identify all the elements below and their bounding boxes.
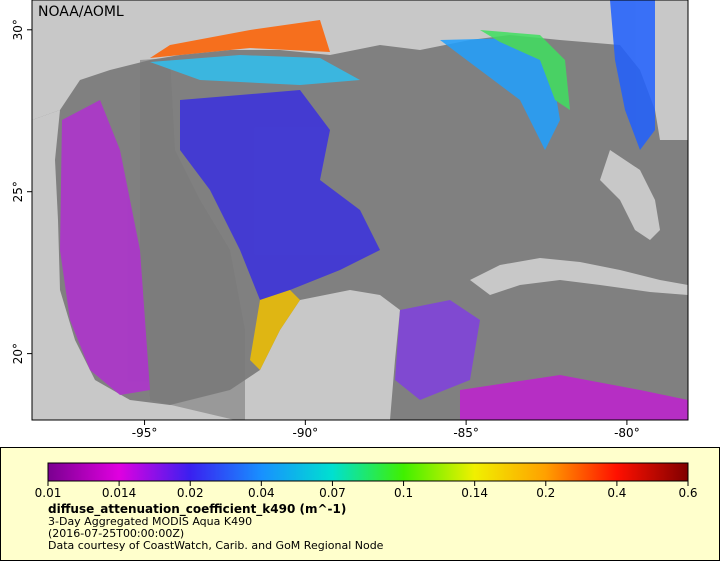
caption-variable: diffuse_attenuation_coefficient_k490 (m^… bbox=[48, 502, 346, 517]
x-tick-label: -85° bbox=[453, 426, 479, 440]
k490-coast-la bbox=[150, 20, 330, 58]
colorbar-tick-label: 0.07 bbox=[319, 486, 346, 500]
k490-atlantic bbox=[610, 0, 655, 150]
k490-shelf bbox=[150, 55, 360, 85]
colorbar-tick-label: 0.01 bbox=[35, 486, 62, 500]
axes: -95° -90° -85° -80° 20° 25° 30° bbox=[11, 19, 640, 440]
colorbar bbox=[47, 462, 689, 482]
colorbar-tick-label: 0.1 bbox=[394, 486, 413, 500]
k490-east bbox=[440, 38, 560, 150]
colorbar-tick-label: 0.04 bbox=[248, 486, 275, 500]
y-tick-label: 20° bbox=[11, 343, 25, 364]
k490-field bbox=[60, 0, 688, 420]
colorbar-tick-label: 0.014 bbox=[102, 486, 136, 500]
caption-product: 3-Day Aggregated MODIS Aqua K490 bbox=[48, 515, 252, 528]
colorbar-tick-label: 0.14 bbox=[461, 486, 488, 500]
colorbar-tick-label: 0.02 bbox=[177, 486, 204, 500]
florida-tip bbox=[600, 150, 660, 240]
colorbar-tick-label: 0.6 bbox=[678, 486, 697, 500]
k490-south bbox=[460, 375, 688, 420]
cuba bbox=[470, 258, 688, 295]
y-tick-label: 25° bbox=[11, 181, 25, 202]
k490-campeche bbox=[250, 290, 300, 370]
caption-credit: Data courtesy of CoastWatch, Carib. and … bbox=[48, 539, 384, 552]
x-tick-label: -95° bbox=[132, 426, 158, 440]
x-tick-label: -80° bbox=[614, 426, 640, 440]
y-tick-label: 30° bbox=[11, 19, 25, 40]
k490-west bbox=[60, 100, 150, 395]
colorbar-tick-label: 0.4 bbox=[607, 486, 626, 500]
colorbar-ticks: 0.01 0.014 0.02 0.04 0.07 0.1 0.14 0.2 0.4 0.6 bbox=[35, 481, 698, 500]
k490-coast-fl bbox=[480, 30, 570, 110]
caption-time: (2016-07-25T00:00:00Z) bbox=[48, 527, 184, 540]
k490-central bbox=[180, 90, 380, 300]
map: NOAA/AOML bbox=[32, 0, 688, 420]
x-tick-label: -90° bbox=[293, 426, 319, 440]
map-frame bbox=[31, 0, 689, 421]
map-credit: NOAA/AOML bbox=[38, 4, 124, 20]
colorbar-tick-label: 0.2 bbox=[536, 486, 555, 500]
k490-caribbean bbox=[395, 300, 480, 400]
swath-gap bbox=[140, 58, 245, 420]
mexico bbox=[32, 110, 400, 420]
